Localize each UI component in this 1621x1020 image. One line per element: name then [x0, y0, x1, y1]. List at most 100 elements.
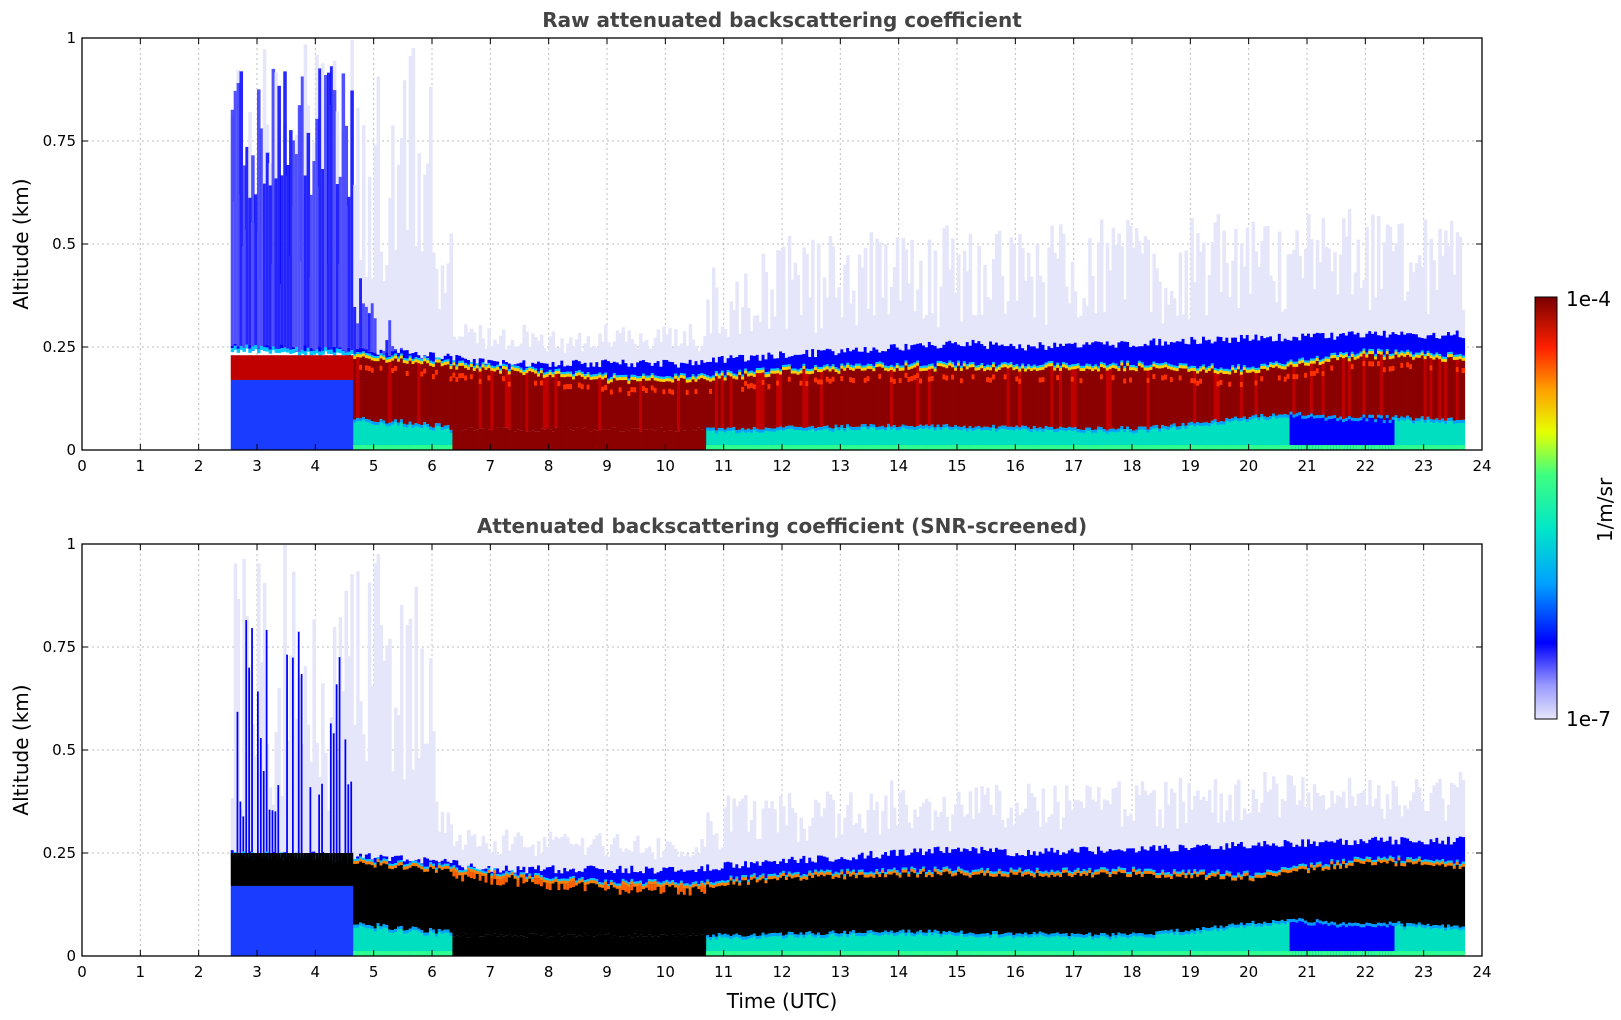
edge-cell [1321, 360, 1326, 365]
edge-cell [1359, 353, 1364, 358]
top-band-cell [1181, 338, 1186, 364]
transition-cell [717, 881, 722, 886]
lower-cell [612, 427, 617, 450]
top-band-cell [1117, 342, 1121, 366]
transition-cell [268, 349, 273, 354]
lower-cell [1175, 426, 1180, 450]
haze-cell [359, 701, 363, 854]
lower-edge-cell [761, 429, 766, 433]
core-cell [904, 365, 909, 426]
top-band-cell [790, 856, 795, 874]
lower-cell [382, 420, 386, 450]
lower-cell [1067, 426, 1072, 450]
transition-cell [1190, 365, 1194, 370]
x-tick-label: 3 [252, 457, 262, 475]
haze-cell [391, 771, 395, 857]
top-band-cell [338, 347, 343, 350]
top-band-cell [907, 349, 911, 365]
top-band-cell [1458, 337, 1463, 355]
lower-cell [787, 425, 792, 450]
core-cell [391, 360, 395, 422]
core-accent-cell [799, 380, 804, 386]
core-cell [1193, 371, 1197, 424]
noise-cell [280, 175, 284, 345]
ground-cell [446, 445, 451, 450]
top-band-cell [1365, 333, 1369, 353]
core-cell [852, 874, 856, 931]
ground-cell [1438, 445, 1442, 450]
core-cell [230, 853, 235, 886]
lower-cell [653, 430, 658, 450]
lower-cell [793, 426, 798, 450]
core-cell [659, 887, 664, 935]
ground-cell [397, 445, 401, 450]
core-cell [414, 362, 419, 424]
haze-cell [761, 253, 766, 355]
core-cell [373, 361, 378, 422]
haze-cell [1035, 244, 1040, 349]
lower-edge-cell [849, 426, 853, 430]
ground-cell [732, 445, 736, 450]
ground-cell [799, 951, 804, 956]
core-cell [265, 355, 270, 380]
lower-cell [391, 930, 395, 956]
haze-cell [1073, 291, 1078, 343]
edge-cell [607, 886, 611, 891]
top-band-cell [852, 857, 856, 870]
lower-cell [294, 885, 299, 956]
top-band-cell [353, 352, 357, 354]
top-band-cell [703, 871, 707, 883]
haze-cell [916, 289, 920, 344]
lower-cell [738, 935, 742, 956]
transition-cell [586, 372, 591, 377]
transition-cell [782, 870, 786, 875]
haze-cell [1000, 275, 1005, 345]
core-cell [283, 853, 287, 886]
ground-cell [837, 445, 841, 450]
lower-edge-cell [1140, 426, 1145, 430]
transition-cell [703, 882, 707, 887]
edge-cell [1108, 366, 1113, 371]
lower-edge-cell [790, 425, 795, 429]
lower-cell [691, 933, 696, 956]
haze-cell [1006, 300, 1011, 347]
haze-cell [516, 346, 521, 364]
core-cell [869, 876, 874, 931]
edge-cell [653, 881, 658, 886]
lower-cell [560, 936, 564, 956]
transition-cell [1336, 355, 1340, 360]
edge-cell [405, 360, 410, 365]
edge-cell [557, 370, 561, 375]
transition-cell [948, 360, 952, 365]
haze-cell [1295, 230, 1299, 338]
edge-cell [1099, 363, 1104, 368]
edge-cell [359, 858, 363, 863]
haze-cell [408, 618, 413, 862]
core-cell [294, 853, 299, 886]
haze-cell [717, 333, 722, 357]
lower-cell [776, 933, 780, 956]
core-cell [434, 872, 439, 934]
lower-cell [1403, 417, 1407, 450]
haze-cell [1286, 254, 1291, 340]
haze-cell [577, 845, 582, 872]
edge-cell [385, 359, 389, 364]
top-band-cell [787, 356, 792, 365]
haze-cell [849, 303, 853, 352]
lower-edge-cell [863, 424, 868, 428]
core-cell [554, 881, 559, 936]
top-band-cell [472, 358, 477, 366]
lower-edge-cell [359, 922, 363, 926]
haze-cell [703, 336, 707, 363]
core-cell [639, 381, 643, 432]
transition-cell [892, 366, 897, 371]
lower-cell [840, 425, 844, 450]
transition-cell [1254, 368, 1259, 373]
lower-edge-cell [370, 421, 375, 425]
core-cell [429, 867, 433, 929]
edge-cell [499, 879, 503, 886]
core-accent-cell [959, 378, 964, 384]
top-band-cell [819, 855, 824, 870]
noise-cell [265, 629, 268, 858]
lower-cell [1132, 430, 1136, 450]
